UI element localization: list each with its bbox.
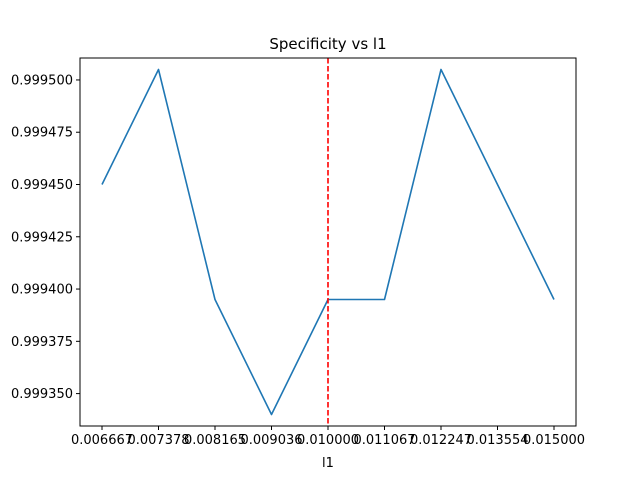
x-tick-label: 0.010000: [297, 433, 359, 448]
plot-area: [101, 58, 555, 426]
y-tick-label: 0.999450: [11, 178, 73, 193]
x-axis-label: l1: [322, 456, 334, 471]
x-tick-label: 0.012247: [410, 433, 472, 448]
x-tick-label: 0.009036: [240, 433, 302, 448]
x-tick-label: 0.006667: [71, 433, 133, 448]
x-tick-label: 0.007378: [127, 433, 189, 448]
y-tick-label: 0.999425: [11, 230, 73, 245]
y-tick-label: 0.999400: [11, 283, 73, 298]
y-tick-label: 0.999500: [11, 73, 73, 88]
x-tick-label: 0.008165: [184, 433, 246, 448]
y-tick-label: 0.999475: [11, 126, 73, 141]
y-tick-label: 0.999375: [11, 335, 73, 350]
x-tick-label: 0.013554: [466, 433, 528, 448]
axes: 0.999350 0.999375 0.999400 0.999425 0.999450…: [11, 57, 585, 448]
x-tick-label: 0.015000: [523, 433, 585, 448]
y-tick-label: 0.999350: [11, 387, 73, 402]
x-tick-label: 0.011067: [353, 433, 415, 448]
chart-title: Specificity vs l1: [269, 35, 386, 53]
